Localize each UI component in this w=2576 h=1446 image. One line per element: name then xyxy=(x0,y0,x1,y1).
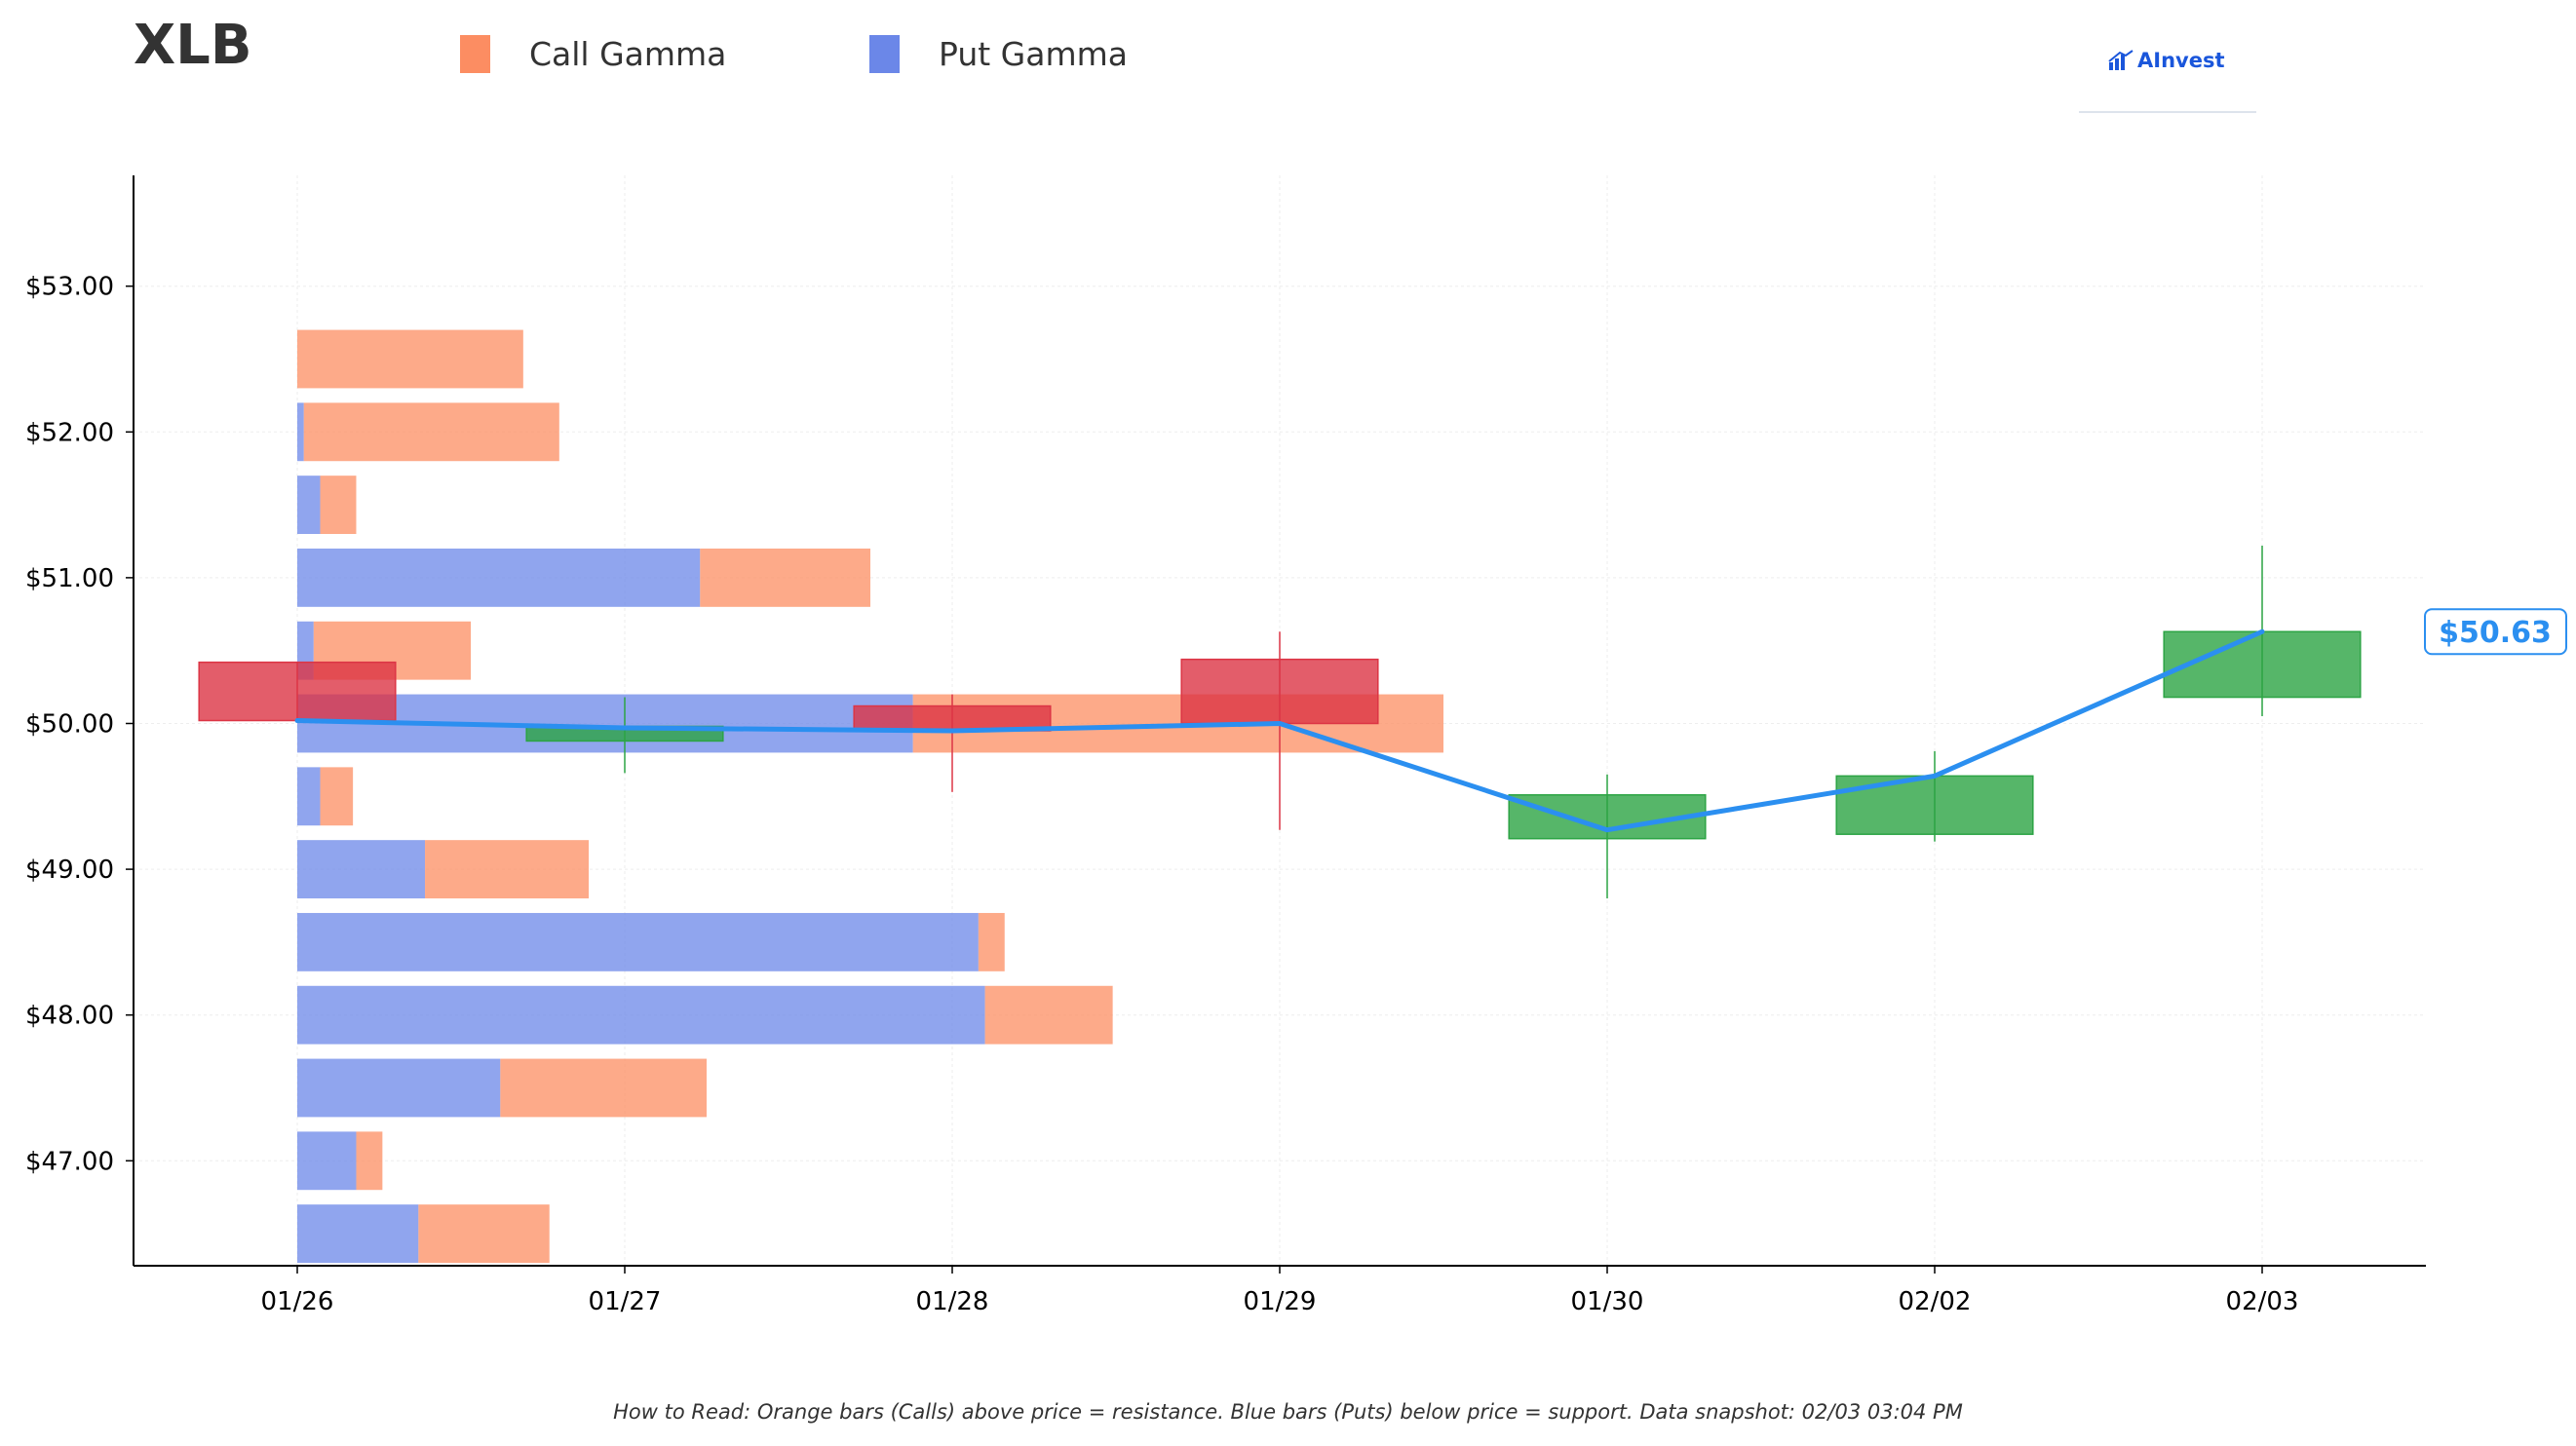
ainvest-mark-icon xyxy=(2108,50,2134,70)
call-gamma-bar xyxy=(320,767,354,826)
labels-layer: $50.63 xyxy=(2424,608,2567,656)
call-gamma-bar xyxy=(500,1058,707,1118)
call-gamma-bar xyxy=(700,548,870,607)
y-tick-label: $52.00 xyxy=(25,418,114,447)
x-tick-label: 02/03 xyxy=(2226,1287,2299,1316)
candles-layer xyxy=(198,545,2362,899)
legend-call-gamma: Call Gamma xyxy=(460,35,726,73)
call-gamma-bar xyxy=(425,840,590,899)
x-tick-label: 01/28 xyxy=(916,1287,989,1316)
x-tick-label: 02/02 xyxy=(1899,1287,1972,1316)
ticker-title: XLB xyxy=(134,14,252,77)
call-gamma-bar xyxy=(303,402,559,462)
call-gamma-swatch-icon xyxy=(460,35,490,73)
y-tick-label: $49.00 xyxy=(25,856,114,885)
put-gamma-bar xyxy=(297,1058,501,1118)
x-tick-label: 01/26 xyxy=(261,1287,334,1316)
put-gamma-bar xyxy=(297,1131,357,1191)
ainvest-logo: AInvest xyxy=(2108,49,2225,72)
call-gamma-bar xyxy=(297,329,523,389)
call-gamma-bar xyxy=(978,912,1005,971)
put-gamma-bar xyxy=(297,1204,419,1264)
y-tick-label: $48.00 xyxy=(25,1002,114,1031)
price-line xyxy=(294,628,2265,833)
logo-text: AInvest xyxy=(2137,49,2225,72)
gamma-bars-layer xyxy=(297,329,1443,1264)
last-price-box xyxy=(2424,608,2567,656)
put-gamma-bar xyxy=(297,912,979,971)
put-gamma-bar xyxy=(297,985,985,1045)
y-tick-label: $53.00 xyxy=(25,273,114,302)
last-price-label: $50.63 xyxy=(2439,616,2552,650)
legend-label-put: Put Gamma xyxy=(939,35,1128,73)
put-gamma-bar xyxy=(297,840,426,899)
call-gamma-bar xyxy=(418,1204,550,1264)
put-gamma-bar xyxy=(297,402,304,462)
y-tick-label: $47.00 xyxy=(25,1147,114,1176)
x-tick-label: 01/29 xyxy=(1244,1287,1317,1316)
x-tick-label: 01/27 xyxy=(589,1287,662,1316)
candle-body xyxy=(853,704,1052,732)
x-tick-label: 01/30 xyxy=(1571,1287,1644,1316)
logo-divider xyxy=(2079,111,2256,113)
call-gamma-bar xyxy=(984,985,1113,1045)
y-tick-label: $51.00 xyxy=(25,564,114,593)
put-gamma-bar xyxy=(297,548,701,607)
footnote: How to Read: Orange bars (Calls) above p… xyxy=(613,1400,1963,1424)
gamma-price-chart: $47.00 $48.00 $49.00 $50.00 $51.00 $52.00 $53.… xyxy=(25,175,2567,1316)
put-gamma-bar xyxy=(297,476,321,535)
put-gamma-swatch-icon xyxy=(869,35,900,73)
axes-layer: $47.00 $48.00 $49.00 $50.00 $51.00 $52.00 $53.… xyxy=(25,175,2426,1316)
candle-body xyxy=(198,661,397,722)
price-line-layer xyxy=(294,628,2265,833)
put-gamma-bar xyxy=(297,767,321,826)
legend-put-gamma: Put Gamma xyxy=(869,35,1128,73)
legend-label-call: Call Gamma xyxy=(529,35,727,73)
call-gamma-bar xyxy=(320,476,357,535)
candle-body xyxy=(1835,775,2034,835)
y-tick-label: $50.00 xyxy=(25,709,114,739)
candle-body xyxy=(1180,658,1379,725)
call-gamma-bar xyxy=(356,1131,383,1191)
candle-body xyxy=(2163,630,2362,699)
